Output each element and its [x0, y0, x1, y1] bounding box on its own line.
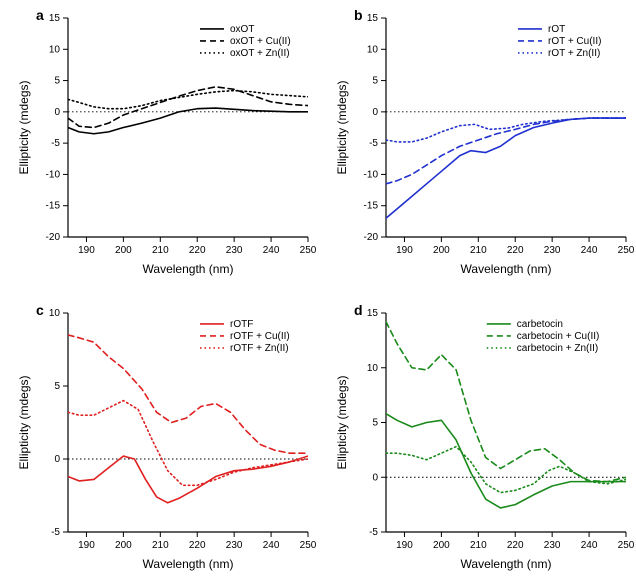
series-line	[386, 118, 626, 184]
x-tick-label: 190	[78, 540, 95, 551]
y-tick-label: 15	[49, 13, 61, 24]
x-tick-label: 250	[300, 245, 317, 256]
y-tick-label: 10	[367, 363, 379, 374]
y-tick-label: 10	[49, 308, 61, 319]
y-tick-label: 15	[367, 13, 379, 24]
x-tick-label: 220	[507, 245, 524, 256]
x-tick-label: 240	[581, 245, 598, 256]
x-tick-label: 240	[263, 245, 280, 256]
x-tick-label: 200	[115, 245, 132, 256]
y-tick-label: -5	[51, 138, 60, 149]
x-tick-label: 230	[544, 540, 561, 551]
x-tick-label: 200	[115, 540, 132, 551]
x-tick-label: 220	[507, 540, 524, 551]
legend-label: rOT	[548, 24, 565, 35]
series-line	[386, 118, 626, 142]
y-tick-label: -20	[364, 232, 379, 243]
panel-letter: b	[354, 7, 363, 23]
x-tick-label: 190	[396, 540, 413, 551]
legend-label: oxOT + Cu(II)	[230, 36, 291, 47]
x-tick-label: 220	[189, 245, 206, 256]
panel-b: b -20 -15 -10 -5 0 5 10 15 190 200 210 220 230 240 250 W…	[328, 0, 636, 285]
x-tick-label: 210	[470, 245, 487, 256]
y-tick-label: -10	[364, 169, 379, 180]
x-tick-label: 250	[300, 540, 317, 551]
legend-label: carbetocin + Zn(II)	[517, 343, 598, 354]
y-tick-label: 0	[54, 454, 60, 465]
legend-label: rOTF + Cu(II)	[230, 331, 290, 342]
y-tick-label: -5	[369, 138, 378, 149]
x-tick-label: 230	[544, 245, 561, 256]
x-tick-label: 250	[618, 245, 635, 256]
x-axis-label: Wavelength (nm)	[461, 262, 552, 276]
y-tick-label: 5	[54, 381, 60, 392]
legend-label: rOT + Zn(II)	[548, 48, 600, 59]
y-tick-label: 0	[372, 107, 378, 118]
y-tick-label: -5	[369, 527, 378, 538]
series-line	[386, 414, 626, 508]
x-tick-label: 190	[396, 245, 413, 256]
y-tick-label: 5	[54, 76, 60, 87]
x-tick-label: 240	[263, 540, 280, 551]
x-tick-label: 210	[152, 540, 169, 551]
series-line	[386, 447, 626, 493]
y-axis-label: Ellipticity (mdegs)	[335, 375, 349, 469]
y-tick-label: -15	[46, 201, 61, 212]
series-line	[68, 456, 308, 503]
x-axis-label: Wavelength (nm)	[143, 557, 234, 571]
y-axis-label: Ellipticity (mdegs)	[17, 80, 31, 174]
y-tick-label: -10	[46, 169, 61, 180]
legend-label: carbetocin	[517, 319, 563, 330]
y-axis-label: Ellipticity (mdegs)	[17, 375, 31, 469]
x-axis-label: Wavelength (nm)	[143, 262, 234, 276]
legend-label: rOTF	[230, 319, 253, 330]
series-line	[68, 401, 308, 486]
x-tick-label: 210	[152, 245, 169, 256]
y-tick-label: 10	[49, 44, 61, 55]
x-axis-label: Wavelength (nm)	[461, 557, 552, 571]
x-tick-label: 240	[581, 540, 598, 551]
series-line	[68, 91, 308, 109]
x-tick-label: 190	[78, 245, 95, 256]
x-tick-label: 210	[470, 540, 487, 551]
y-tick-label: 5	[372, 76, 378, 87]
y-axis-label: Ellipticity (mdegs)	[335, 80, 349, 174]
y-tick-label: -5	[51, 527, 60, 538]
x-tick-label: 220	[189, 540, 206, 551]
panel-letter: d	[354, 302, 363, 318]
panel-c: c -5 0 5 10 190 200 210 220 230 240 250 Wavelength (…	[10, 295, 318, 580]
figure: a -20 -15 -10 -5 0 5 10 15 190 200 210 220 230 240 250 W…	[0, 0, 636, 585]
y-tick-label: 5	[372, 418, 378, 429]
x-tick-label: 200	[433, 540, 450, 551]
y-tick-label: 0	[372, 472, 378, 483]
series-line	[68, 87, 308, 128]
panel-d: d -5 0 5 10 15 190 200 210 220 230 240 250 Wavelength…	[328, 295, 636, 580]
legend-label: rOTF + Zn(II)	[230, 343, 289, 354]
panel-letter: a	[36, 7, 44, 23]
legend-label: oxOT + Zn(II)	[230, 48, 290, 59]
x-tick-label: 250	[618, 540, 635, 551]
y-tick-label: 0	[54, 107, 60, 118]
y-tick-label: 15	[367, 308, 379, 319]
y-tick-label: -15	[364, 201, 379, 212]
legend-label: carbetocin + Cu(II)	[517, 331, 600, 342]
x-tick-label: 230	[226, 540, 243, 551]
panel-letter: c	[36, 302, 44, 318]
x-tick-label: 200	[433, 245, 450, 256]
x-tick-label: 230	[226, 245, 243, 256]
legend-label: oxOT	[230, 24, 254, 35]
panel-a: a -20 -15 -10 -5 0 5 10 15 190 200 210 220 230 240 250 W…	[10, 0, 318, 285]
y-tick-label: 10	[367, 44, 379, 55]
y-tick-label: -20	[46, 232, 61, 243]
legend-label: rOT + Cu(II)	[548, 36, 601, 47]
